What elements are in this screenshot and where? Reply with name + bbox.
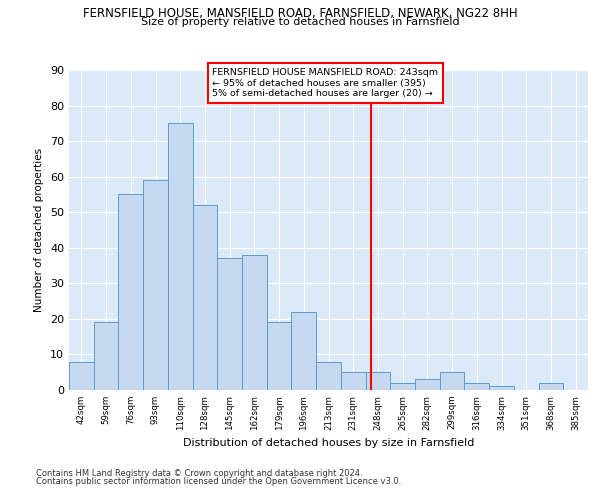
Bar	[390, 383, 415, 390]
X-axis label: Distribution of detached houses by size in Farnsfield: Distribution of detached houses by size …	[183, 438, 474, 448]
Text: Contains public sector information licensed under the Open Government Licence v3: Contains public sector information licen…	[36, 477, 401, 486]
Bar	[415, 380, 440, 390]
Bar	[217, 258, 242, 390]
Bar	[292, 312, 316, 390]
Y-axis label: Number of detached properties: Number of detached properties	[34, 148, 44, 312]
Text: Size of property relative to detached houses in Farnsfield: Size of property relative to detached ho…	[140, 17, 460, 27]
Bar	[316, 362, 341, 390]
Bar	[464, 383, 489, 390]
Bar	[69, 362, 94, 390]
Bar	[242, 255, 267, 390]
Bar	[118, 194, 143, 390]
Text: Contains HM Land Registry data © Crown copyright and database right 2024.: Contains HM Land Registry data © Crown c…	[36, 468, 362, 477]
Bar	[168, 124, 193, 390]
Bar	[193, 205, 217, 390]
Bar	[489, 386, 514, 390]
Bar	[143, 180, 168, 390]
Text: FERNSFIELD HOUSE MANSFIELD ROAD: 243sqm
← 95% of detached houses are smaller (39: FERNSFIELD HOUSE MANSFIELD ROAD: 243sqm …	[212, 68, 439, 98]
Bar	[539, 383, 563, 390]
Bar	[267, 322, 292, 390]
Bar	[440, 372, 464, 390]
Bar	[94, 322, 118, 390]
Bar	[365, 372, 390, 390]
Bar	[341, 372, 365, 390]
Text: FERNSFIELD HOUSE, MANSFIELD ROAD, FARNSFIELD, NEWARK, NG22 8HH: FERNSFIELD HOUSE, MANSFIELD ROAD, FARNSF…	[83, 8, 517, 20]
